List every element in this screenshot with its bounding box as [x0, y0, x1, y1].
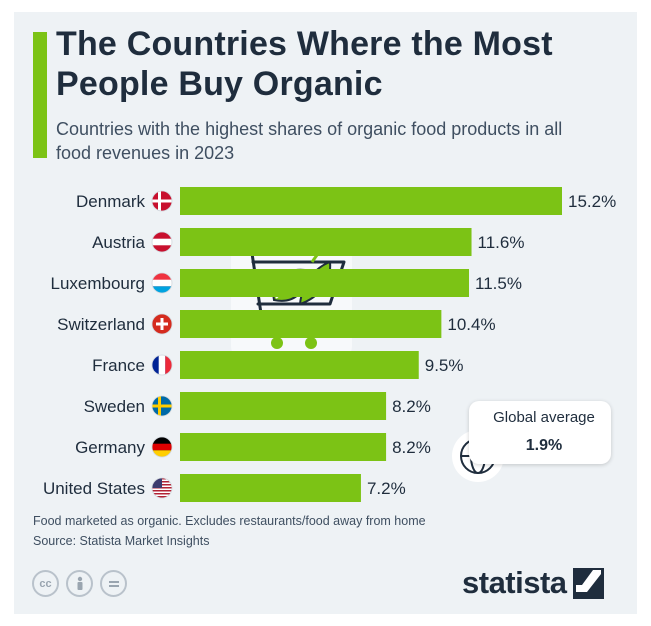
flag-icon-france — [151, 354, 173, 376]
flag-icon-denmark — [151, 190, 173, 212]
title-accent-bar — [33, 32, 47, 158]
bar-austria — [180, 228, 472, 256]
category-label: Sweden — [84, 397, 145, 416]
flag-icon-switzerland — [151, 313, 173, 335]
flag-icon-luxembourg — [151, 272, 173, 294]
category-label: Luxembourg — [50, 274, 145, 293]
global-average-badge: Global average 1.9% — [469, 401, 611, 464]
category-label: Germany — [75, 438, 145, 457]
flag-icon-united-states — [151, 477, 173, 499]
cart-wheel-left — [271, 337, 283, 349]
footnote: Food marketed as organic. Excludes resta… — [33, 514, 426, 528]
cc-icon[interactable]: cc — [32, 570, 59, 597]
bar-sweden — [180, 392, 387, 420]
equals-icon[interactable] — [100, 570, 127, 597]
statista-logo-icon — [572, 567, 604, 599]
license-icons: cc — [32, 570, 127, 597]
value-label: 7.2% — [367, 479, 406, 498]
person-icon[interactable] — [66, 570, 93, 597]
chart-subtitle: Countries with the highest shares of org… — [56, 119, 563, 163]
value-label: 10.4% — [447, 315, 495, 334]
value-label: 8.2% — [392, 397, 431, 416]
bar-denmark — [180, 187, 562, 215]
bar-france — [180, 351, 419, 379]
global-average-value: 1.9% — [525, 437, 563, 454]
category-label: Austria — [92, 233, 145, 252]
statista-logo[interactable]: statista — [462, 563, 604, 603]
bar-united-states — [180, 474, 361, 502]
category-label: Denmark — [76, 192, 145, 211]
category-label: United States — [43, 479, 145, 498]
flag-icon-germany — [151, 436, 173, 458]
value-label: 11.5% — [475, 274, 522, 293]
bar-luxembourg — [180, 269, 470, 297]
brand-name: statista — [462, 565, 567, 600]
cart-wheel-right — [305, 337, 317, 349]
value-label: 15.2% — [568, 192, 616, 211]
category-label: France — [92, 356, 145, 375]
flag-icon-sweden — [151, 395, 173, 417]
value-label: 9.5% — [425, 356, 464, 375]
value-label: 11.6% — [478, 233, 525, 252]
bar-germany — [180, 433, 387, 461]
category-label: Switzerland — [57, 315, 145, 334]
value-label: 8.2% — [392, 438, 431, 457]
chart-title: The Countries Where the Most People Buy … — [56, 25, 553, 103]
flag-icon-austria — [151, 231, 173, 253]
global-average-label: Global average — [493, 409, 595, 426]
bar-switzerland — [180, 310, 442, 338]
source-note: Source: Statista Market Insights — [33, 534, 210, 548]
